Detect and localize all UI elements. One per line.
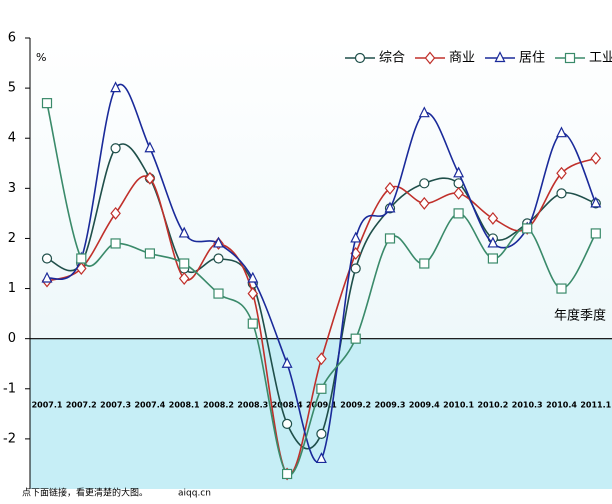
marker bbox=[453, 166, 465, 178]
x-tick-label: 2007.3 bbox=[100, 401, 131, 410]
x-tick-label: 2011.1 bbox=[580, 401, 611, 410]
marker bbox=[556, 166, 567, 180]
marker bbox=[556, 188, 567, 199]
y-tick-label: 6 bbox=[8, 31, 16, 46]
marker bbox=[590, 228, 601, 239]
marker bbox=[453, 186, 464, 200]
x-tick-label: 2009.4 bbox=[409, 401, 440, 410]
y-tick-label: -1 bbox=[3, 381, 16, 396]
y-tick-label: -2 bbox=[3, 431, 16, 446]
marker bbox=[247, 318, 258, 329]
marker bbox=[350, 263, 361, 274]
marker bbox=[487, 253, 498, 264]
legend-label: 工业 bbox=[589, 51, 612, 66]
y-tick-label: 1 bbox=[8, 281, 16, 296]
marker bbox=[144, 248, 155, 259]
x-tick-label: 2009.3 bbox=[375, 401, 406, 410]
marker bbox=[419, 258, 430, 269]
marker bbox=[316, 383, 327, 394]
y-tick-label: 4 bbox=[8, 131, 16, 146]
marker bbox=[522, 223, 533, 234]
marker bbox=[41, 271, 53, 283]
footer-site: aiqq.cn bbox=[178, 489, 211, 499]
marker bbox=[247, 271, 259, 283]
marker bbox=[556, 126, 567, 138]
x-tick-label: 2007.1 bbox=[32, 401, 63, 410]
x-tick-label: 2009.1 bbox=[306, 401, 337, 410]
x-tick-label: 2008.2 bbox=[203, 401, 234, 410]
marker bbox=[281, 356, 293, 368]
legend-label: 商业 bbox=[449, 51, 475, 66]
marker bbox=[213, 253, 224, 264]
marker bbox=[179, 258, 190, 269]
legend-label: 居住 bbox=[519, 51, 545, 66]
marker bbox=[144, 141, 156, 153]
marker bbox=[316, 428, 327, 439]
marker bbox=[418, 106, 430, 118]
legend-marker bbox=[354, 52, 366, 64]
marker bbox=[282, 468, 293, 480]
y-tick-label: 0 bbox=[8, 331, 16, 346]
x-tick-label: 2008.4 bbox=[272, 401, 303, 410]
marker bbox=[110, 206, 121, 220]
marker bbox=[419, 178, 430, 189]
marker bbox=[110, 81, 122, 93]
x-axis-label: 年度季度 bbox=[554, 308, 606, 324]
marker bbox=[419, 196, 430, 210]
marker bbox=[316, 352, 327, 366]
plot-bg-positive bbox=[30, 38, 612, 339]
marker bbox=[110, 143, 121, 154]
unit-label: % bbox=[36, 51, 46, 64]
marker bbox=[41, 98, 53, 109]
marker bbox=[144, 171, 156, 185]
y-tick-label: 2 bbox=[8, 231, 16, 246]
marker bbox=[76, 253, 87, 264]
marker bbox=[556, 283, 567, 294]
marker bbox=[384, 233, 396, 244]
marker bbox=[247, 287, 259, 301]
legend-marker bbox=[494, 51, 506, 63]
marker bbox=[384, 181, 396, 195]
x-tick-label: 2010.1 bbox=[443, 401, 474, 410]
x-tick-label: 2007.2 bbox=[66, 401, 97, 410]
marker bbox=[384, 201, 396, 213]
x-tick-label: 2007.4 bbox=[134, 401, 165, 410]
marker bbox=[487, 211, 499, 225]
x-tick-label: 2009.2 bbox=[340, 401, 371, 410]
x-tick-label: 2008.1 bbox=[169, 401, 200, 410]
y-tick-label: 5 bbox=[8, 81, 16, 96]
x-tick-label: 2010.3 bbox=[512, 401, 543, 410]
marker bbox=[590, 196, 602, 208]
marker bbox=[453, 208, 464, 219]
marker bbox=[315, 452, 327, 464]
x-tick-label: 2008.3 bbox=[237, 401, 268, 410]
marker bbox=[178, 226, 190, 238]
footer-note: 点下面链接，看更清楚的大图。 bbox=[22, 487, 148, 499]
y-tick-label: 3 bbox=[8, 181, 16, 196]
marker bbox=[110, 238, 121, 249]
marker bbox=[213, 288, 224, 299]
marker bbox=[213, 236, 224, 248]
marker bbox=[282, 418, 293, 429]
marker bbox=[41, 253, 53, 264]
marker bbox=[350, 333, 361, 344]
legend-marker bbox=[424, 51, 436, 65]
marker bbox=[178, 272, 190, 285]
marker bbox=[590, 151, 602, 165]
marker bbox=[487, 236, 499, 248]
legend-label: 综合 bbox=[379, 51, 405, 66]
legend-marker bbox=[564, 52, 576, 64]
x-tick-label: 2010.2 bbox=[477, 401, 508, 410]
x-tick-label: 2010.4 bbox=[546, 401, 577, 410]
marker bbox=[350, 231, 362, 243]
